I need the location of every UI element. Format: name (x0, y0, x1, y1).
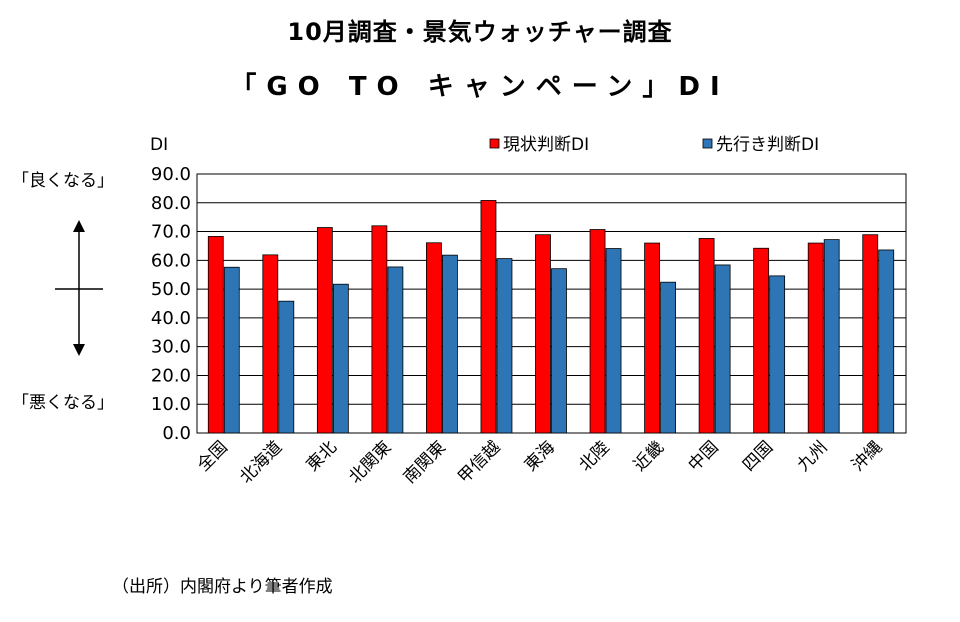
x-tick-label: 沖縄 (848, 437, 886, 475)
bar-current (371, 225, 388, 434)
bar-current (698, 238, 715, 434)
bar-future (278, 300, 295, 434)
y-tick-label: 90.0 (151, 164, 191, 185)
chart-title-line1: 10月調査・景気ウォッチャー調査 (287, 18, 673, 46)
y-tick-label: 80.0 (151, 193, 191, 214)
x-tick-label: 四国 (739, 437, 777, 475)
bar-future (769, 275, 786, 434)
bar-current (644, 242, 660, 434)
x-tick-label: 九州 (794, 437, 832, 475)
bar-current (753, 247, 770, 434)
bar-future (496, 258, 513, 434)
y-tick-label: 70.0 (151, 222, 191, 243)
legend-swatch (702, 138, 713, 149)
bar-future (878, 249, 895, 434)
arrow-up-icon (73, 220, 85, 232)
x-tick-label: 南関東 (400, 437, 450, 487)
source-note: （出所）内閣府より筆者作成 (112, 577, 333, 597)
legend-label: 先行き判断DI (716, 135, 819, 155)
bar-future (332, 283, 349, 434)
x-tick-label: 東北 (303, 437, 341, 475)
x-tick-label: 北海道 (236, 437, 286, 487)
x-tick-label: 甲信越 (454, 437, 504, 487)
y-tick-label: 20.0 (151, 365, 191, 386)
x-tick-label: 北陸 (575, 437, 613, 475)
bar-current (207, 236, 224, 434)
x-tick-label: 東海 (521, 437, 559, 475)
bar-future (223, 266, 240, 434)
x-tick-label: 全国 (194, 437, 232, 475)
legend-label: 現状判断DI (503, 135, 589, 155)
bar-future (605, 248, 622, 434)
bar-current (589, 229, 606, 434)
good-label: 「良くなる」 (12, 171, 114, 191)
y-axis-unit: DI (150, 135, 168, 155)
x-tick-label: 近畿 (630, 437, 668, 475)
legend-swatch (489, 138, 500, 149)
bar-current (535, 234, 551, 434)
bar-current (480, 200, 497, 434)
bar-future (551, 268, 567, 434)
y-tick-label: 10.0 (151, 394, 191, 415)
arrow-down-icon (73, 344, 85, 356)
bar-future (714, 264, 731, 434)
y-tick-label: 0.0 (162, 423, 191, 444)
bar-current (862, 234, 879, 434)
y-tick-label: 50.0 (151, 279, 191, 300)
bar-current (426, 242, 442, 434)
bar-current (262, 254, 279, 434)
bar-future (660, 281, 676, 434)
x-tick-label: 中国 (684, 437, 722, 475)
bad-label: 「悪くなる」 (12, 393, 114, 413)
y-tick-label: 40.0 (151, 308, 191, 329)
bar-chart: 0.0 10.0 20.0 30.0 40.0 50.0 60.0 70.0 80.0 90.0 全… (12, 135, 907, 488)
chart-title-line2: 「GO TO キャンペーン」DI (230, 72, 730, 102)
y-tick-label: 30.0 (151, 337, 191, 358)
bar-future (442, 254, 458, 434)
bar-future (387, 266, 404, 434)
bar-current (807, 242, 824, 434)
x-tick-label: 北関東 (345, 437, 395, 487)
bar-current (316, 227, 333, 434)
bar-future (823, 239, 840, 434)
y-tick-label: 60.0 (151, 250, 191, 271)
